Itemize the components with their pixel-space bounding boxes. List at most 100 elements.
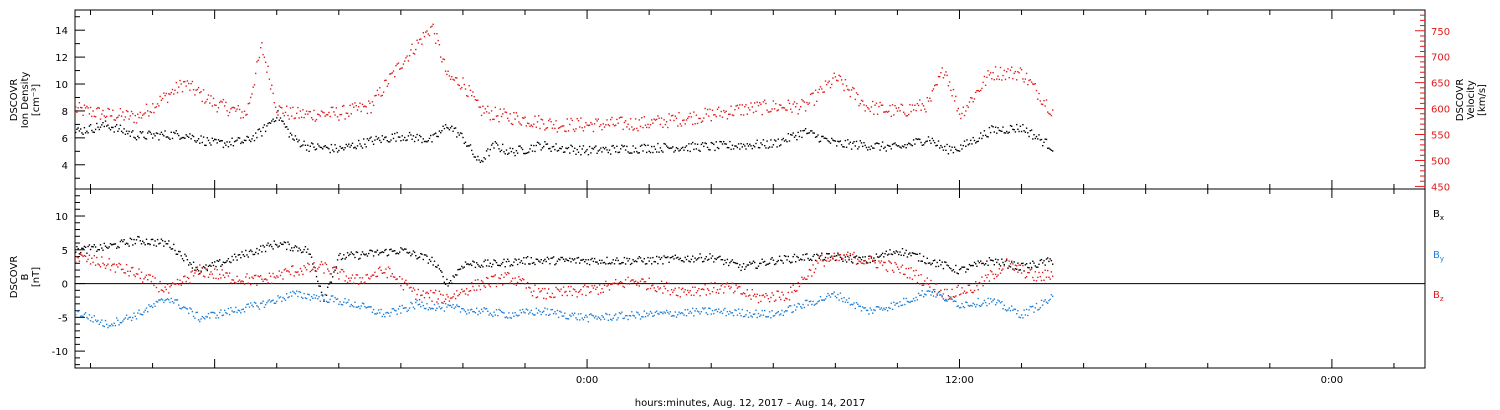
bx-point	[821, 252, 823, 254]
density-point	[885, 150, 887, 152]
density-point	[848, 143, 850, 145]
density-point	[459, 132, 462, 134]
bz-point	[394, 276, 396, 278]
bz-point	[559, 290, 561, 293]
density-point	[696, 143, 699, 145]
by-point	[417, 304, 419, 306]
density-point	[726, 146, 729, 149]
by-point	[980, 305, 982, 307]
by-point	[195, 311, 197, 314]
bz-point	[195, 270, 197, 272]
by-point	[817, 300, 819, 303]
velocity-point	[844, 79, 847, 81]
by-point	[1029, 305, 1031, 308]
by-point	[893, 301, 895, 304]
bx-point	[699, 253, 701, 255]
by-point	[994, 304, 997, 306]
velocity-point	[159, 95, 161, 98]
velocity-point	[498, 121, 500, 123]
density-point	[890, 148, 892, 150]
velocity-point	[303, 116, 305, 119]
by-point	[1039, 307, 1041, 309]
density-point	[587, 154, 590, 156]
bz-point	[442, 294, 444, 296]
by-point	[153, 303, 155, 305]
velocity-point	[91, 115, 93, 118]
bz-point	[273, 276, 275, 278]
velocity-point	[225, 101, 227, 104]
bx-point	[914, 252, 916, 255]
by-point	[809, 300, 812, 302]
by-point	[585, 314, 587, 316]
bx-point	[842, 260, 844, 262]
by-point	[688, 312, 690, 314]
bx-point	[302, 251, 304, 253]
bz-point	[610, 283, 612, 286]
density-point	[855, 140, 858, 143]
density-point	[81, 132, 83, 134]
velocity-point	[215, 104, 217, 106]
bx-point	[339, 252, 341, 255]
bz-point	[456, 290, 458, 292]
bz-point	[739, 286, 741, 288]
bz-point	[592, 287, 595, 289]
bz-point	[236, 275, 238, 278]
by-point	[253, 301, 256, 304]
by-point	[485, 307, 488, 310]
by-point	[152, 306, 154, 309]
density-point	[860, 142, 863, 144]
bx-point	[272, 248, 274, 250]
bz-point	[109, 269, 112, 271]
bz-point	[94, 264, 97, 266]
bz-point	[536, 296, 539, 298]
density-point	[667, 146, 669, 148]
bz-point	[782, 294, 784, 296]
bz-point	[88, 254, 91, 256]
velocity-point	[980, 89, 982, 92]
bx-point	[476, 262, 478, 264]
bx-point	[770, 258, 772, 260]
velocity-point	[523, 117, 525, 119]
by-point	[113, 322, 115, 324]
by-point	[873, 309, 875, 311]
bx-point	[585, 259, 587, 261]
bx-point	[344, 258, 346, 260]
velocity-point	[327, 114, 329, 116]
density-point	[379, 139, 381, 142]
bx-point	[308, 253, 310, 255]
velocity-point	[535, 126, 537, 128]
bx-point	[446, 278, 448, 281]
by-point	[946, 300, 948, 302]
density-point	[673, 151, 675, 153]
velocity-point	[973, 98, 976, 100]
bx-point	[374, 251, 376, 253]
bz-point	[898, 268, 900, 270]
bx-point	[288, 243, 290, 246]
bx-point	[127, 243, 129, 245]
bz-point	[247, 282, 249, 284]
density-point	[1002, 126, 1004, 128]
by-point	[467, 309, 469, 311]
by-point	[958, 307, 961, 309]
density-point	[282, 120, 284, 123]
bx-point	[1039, 259, 1041, 262]
density-point	[384, 136, 386, 139]
velocity-point	[1043, 99, 1045, 102]
bx-point	[899, 251, 901, 253]
density-point	[1011, 125, 1013, 127]
by-point	[130, 319, 133, 322]
velocity-point	[577, 120, 580, 122]
bz-point	[412, 287, 415, 289]
bx-point	[764, 260, 766, 263]
velocity-point	[983, 75, 986, 78]
bz-point	[984, 274, 987, 276]
bx-point	[755, 267, 757, 269]
density-point	[462, 136, 464, 139]
by-point	[462, 308, 464, 310]
density-point	[576, 148, 578, 151]
by-point	[987, 297, 989, 300]
by-point	[94, 319, 97, 321]
density-point	[156, 132, 159, 135]
density-point	[264, 130, 267, 133]
by-point	[1033, 311, 1035, 313]
